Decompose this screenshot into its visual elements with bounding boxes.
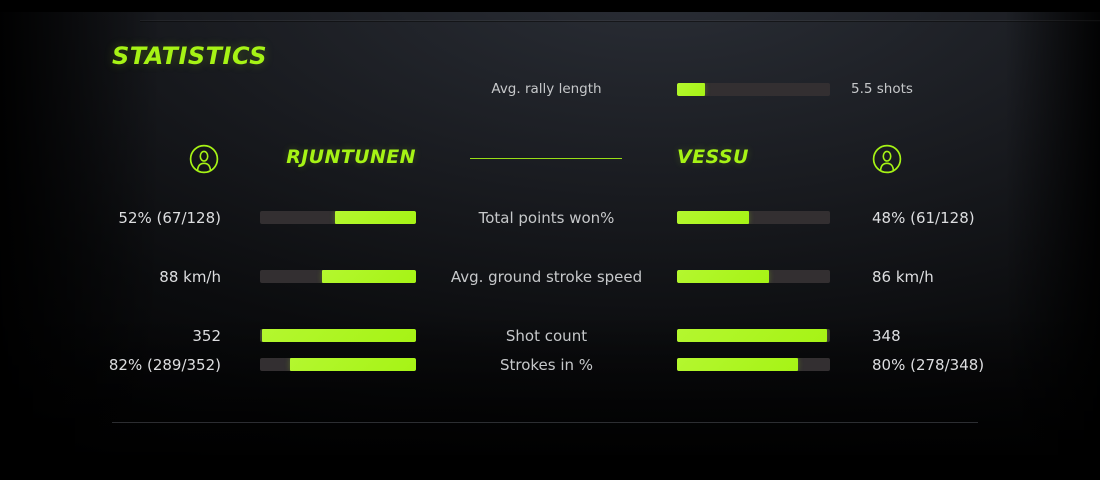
stat-right-bar-fill bbox=[677, 329, 827, 342]
top-divider bbox=[140, 20, 1100, 22]
stat-label: Avg. ground stroke speed bbox=[450, 268, 643, 286]
stat-right-bar-fill bbox=[677, 211, 749, 224]
page-title: STATISTICS bbox=[112, 42, 267, 70]
rally-length-value: 5.5 shots bbox=[851, 81, 913, 97]
rally-length-bar-fill bbox=[677, 83, 705, 96]
stat-left-bar bbox=[260, 329, 416, 342]
statistics-panel: STATISTICS Avg. rally length 5.5 shots R… bbox=[0, 12, 1100, 455]
stat-right-bar bbox=[677, 270, 830, 283]
rally-length-label: Avg. rally length bbox=[491, 81, 602, 97]
stat-right-value: 48% (61/128) bbox=[872, 209, 975, 227]
stat-right-bar bbox=[677, 358, 830, 371]
stat-row-strokes-in: 82% (289/352) Strokes in % 80% (278/348) bbox=[0, 352, 1100, 378]
stat-left-bar bbox=[260, 358, 416, 371]
stat-label: Strokes in % bbox=[499, 356, 594, 374]
center-rule bbox=[470, 158, 622, 159]
player-left-name: RJUNTUNEN bbox=[286, 146, 416, 168]
user-icon bbox=[189, 144, 219, 174]
stat-label: Total points won% bbox=[478, 209, 615, 227]
stat-left-bar-fill bbox=[289, 358, 416, 371]
stat-right-value: 86 km/h bbox=[872, 268, 934, 286]
stat-row-ground-stroke-speed: 88 km/h Avg. ground stroke speed 86 km/h bbox=[0, 264, 1100, 290]
stat-label: Shot count bbox=[505, 327, 588, 345]
stat-left-value: 352 bbox=[192, 327, 221, 345]
stat-right-bar bbox=[677, 211, 830, 224]
stat-left-bar-fill bbox=[261, 329, 416, 342]
player-right-name: VESSU bbox=[677, 146, 749, 168]
stat-left-value: 88 km/h bbox=[159, 268, 221, 286]
players-header: RJUNTUNEN VESSU bbox=[0, 144, 1100, 176]
rally-length-row: Avg. rally length 5.5 shots bbox=[0, 79, 1100, 99]
stat-right-value: 80% (278/348) bbox=[872, 356, 985, 374]
stat-left-bar bbox=[260, 211, 416, 224]
user-icon bbox=[872, 144, 902, 174]
stat-right-bar-fill bbox=[677, 358, 798, 371]
stat-right-value: 348 bbox=[872, 327, 901, 345]
bottom-divider bbox=[112, 422, 978, 423]
stat-left-bar-fill bbox=[322, 270, 416, 283]
stat-left-bar bbox=[260, 270, 416, 283]
stat-right-bar bbox=[677, 329, 830, 342]
stat-left-value: 52% (67/128) bbox=[118, 209, 221, 227]
stat-row-total-points: 52% (67/128) Total points won% 48% (61/1… bbox=[0, 205, 1100, 231]
stat-left-value: 82% (289/352) bbox=[108, 356, 221, 374]
stat-row-shot-count: 352 Shot count 348 bbox=[0, 323, 1100, 349]
stat-right-bar-fill bbox=[677, 270, 769, 283]
rally-length-bar bbox=[677, 83, 830, 96]
stat-left-bar-fill bbox=[334, 211, 416, 224]
